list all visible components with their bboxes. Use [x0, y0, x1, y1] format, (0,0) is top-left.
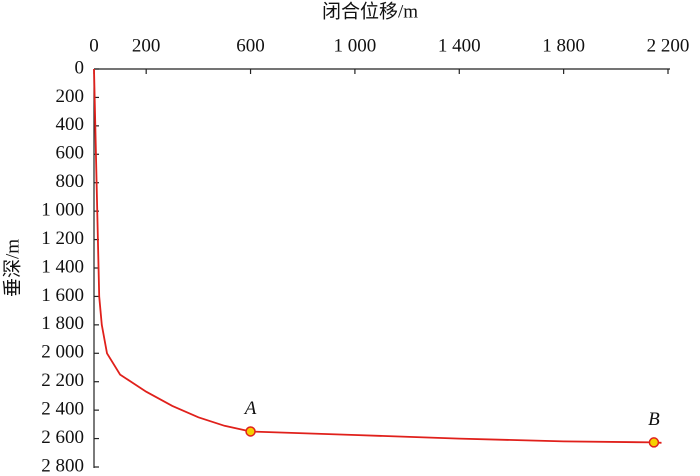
- y-tick-label: 400: [56, 114, 85, 135]
- y-tick-label: 600: [56, 143, 85, 164]
- point-label: A: [243, 398, 257, 419]
- x-tick-label: 2 200: [647, 35, 690, 56]
- point-label: B: [648, 409, 660, 430]
- y-tick-label: 1 800: [41, 313, 84, 334]
- y-tick-label: 1 000: [41, 200, 84, 221]
- y-tick-label: 1 400: [41, 256, 84, 277]
- x-tick-label: 1 000: [334, 35, 377, 56]
- y-axis-title: 垂深/m: [1, 239, 23, 297]
- x-tick-label: 1 800: [542, 35, 585, 56]
- y-tick-label: 2 800: [41, 455, 84, 476]
- y-tick-label: 2 200: [41, 370, 84, 391]
- y-tick-label: 1 600: [41, 285, 84, 306]
- y-tick-label: 800: [56, 171, 85, 192]
- y-tick-label: 1 200: [41, 228, 84, 249]
- x-tick-label: 1 400: [438, 35, 481, 56]
- x-axis-title: 闭合位移/m: [322, 0, 418, 22]
- x-tick-label: 0: [89, 35, 99, 56]
- x-tick-label: 600: [236, 35, 265, 56]
- y-tick-label: 2 000: [41, 342, 84, 363]
- y-tick-label: 2 600: [41, 427, 84, 448]
- y-tick-label: 2 400: [41, 399, 84, 420]
- data-line: [93, 68, 662, 444]
- point-marker: [245, 426, 256, 437]
- x-tick-label: 200: [132, 35, 161, 56]
- y-tick-label: 200: [56, 86, 85, 107]
- point-marker: [648, 437, 660, 448]
- y-tick-label: 0: [75, 57, 85, 78]
